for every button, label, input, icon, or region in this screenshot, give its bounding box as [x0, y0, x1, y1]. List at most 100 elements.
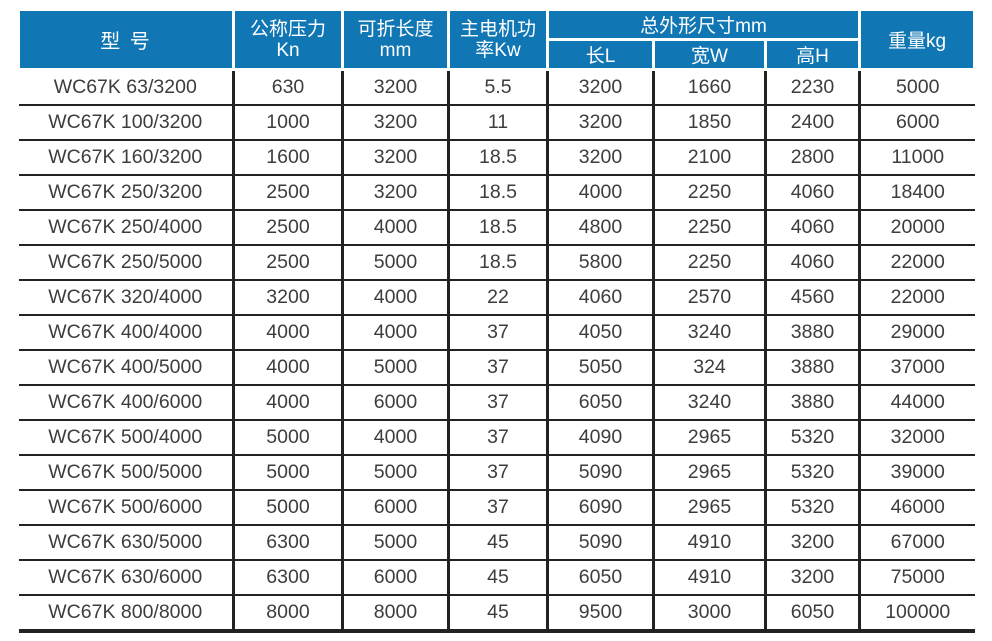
cell-motor-power-kw: 37 — [447, 384, 548, 420]
cell-dim-length: 3200 — [546, 139, 654, 175]
cell-fold-length-mm: 3200 — [341, 139, 449, 175]
cell-fold-length-mm: 6000 — [341, 384, 449, 420]
cell-dim-width: 2250 — [652, 209, 766, 245]
header-dim-height: 高H — [764, 38, 861, 71]
cell-dim-height: 2800 — [764, 139, 860, 175]
table-row: WC67K 250/4000 2500 4000 18.5 4800 2250 … — [18, 209, 975, 245]
cell-dim-width: 324 — [652, 349, 766, 385]
cell-dim-length: 6090 — [546, 489, 654, 525]
cell-motor-power-kw: 18.5 — [447, 244, 548, 280]
cell-weight-kg: 100000 — [858, 594, 975, 633]
cell-dim-width: 3240 — [652, 384, 766, 420]
cell-weight-kg: 37000 — [858, 349, 975, 385]
header-pressure-line1: 公称压力 — [249, 18, 326, 40]
cell-dim-height: 5320 — [764, 489, 860, 525]
cell-pressure-kn: 6300 — [232, 524, 343, 560]
cell-model: WC67K 630/5000 — [18, 524, 234, 560]
cell-dim-height: 4060 — [764, 244, 860, 280]
cell-dim-width: 1660 — [652, 69, 766, 105]
table-row: WC67K 400/5000 4000 5000 37 5050 324 388… — [18, 349, 975, 385]
cell-pressure-kn: 6300 — [232, 559, 343, 595]
cell-model: WC67K 100/3200 — [18, 104, 234, 140]
cell-pressure-kn: 5000 — [232, 454, 343, 490]
header-dimensions-group: 总外形尺寸mm — [546, 8, 861, 41]
cell-dim-width: 2250 — [652, 244, 766, 280]
table-row: WC67K 630/5000 6300 5000 45 5090 4910 32… — [18, 524, 975, 560]
cell-motor-power-kw: 37 — [447, 314, 548, 350]
header-dim-length: 长L — [546, 38, 655, 71]
cell-fold-length-mm: 6000 — [341, 559, 449, 595]
cell-fold-length-mm: 5000 — [341, 349, 449, 385]
cell-fold-length-mm: 4000 — [341, 314, 449, 350]
cell-dim-length: 4060 — [546, 279, 654, 315]
cell-motor-power-kw: 45 — [447, 559, 548, 595]
header-pressure-line2: Kn — [276, 39, 300, 61]
cell-motor-power-kw: 37 — [447, 349, 548, 385]
cell-motor-power-kw: 37 — [447, 489, 548, 525]
cell-motor-power-kw: 18.5 — [447, 174, 548, 210]
cell-motor-power-kw: 11 — [447, 104, 548, 140]
cell-model: WC67K 63/3200 — [18, 69, 234, 105]
table-body: WC67K 63/3200 630 3200 5.5 3200 1660 223… — [18, 69, 975, 633]
cell-dim-height: 3200 — [764, 559, 860, 595]
cell-dim-height: 3200 — [764, 524, 860, 560]
table-row: WC67K 500/6000 5000 6000 37 6090 2965 53… — [18, 489, 975, 525]
cell-weight-kg: 18400 — [858, 174, 975, 210]
cell-pressure-kn: 630 — [232, 69, 343, 105]
cell-fold-length-mm: 5000 — [341, 244, 449, 280]
table-row: WC67K 320/4000 3200 4000 22 4060 2570 45… — [18, 279, 975, 315]
cell-model: WC67K 630/6000 — [18, 559, 234, 595]
cell-fold-length-mm: 4000 — [341, 419, 449, 455]
cell-model: WC67K 400/5000 — [18, 349, 234, 385]
header-fold-length-line1: 可折长度 — [357, 18, 434, 40]
cell-fold-length-mm: 3200 — [341, 69, 449, 105]
cell-dim-height: 5320 — [764, 454, 860, 490]
cell-motor-power-kw: 18.5 — [447, 209, 548, 245]
cell-model: WC67K 800/8000 — [18, 594, 234, 633]
header-pressure: 公称压力 Kn — [232, 8, 344, 71]
cell-dim-width: 2570 — [652, 279, 766, 315]
cell-dim-length: 4050 — [546, 314, 654, 350]
cell-dim-length: 5800 — [546, 244, 654, 280]
table-row: WC67K 800/8000 8000 8000 45 9500 3000 60… — [18, 594, 975, 633]
cell-model: WC67K 160/3200 — [18, 139, 234, 175]
cell-weight-kg: 22000 — [858, 244, 975, 280]
cell-dim-length: 6050 — [546, 384, 654, 420]
cell-dim-height: 4060 — [764, 174, 860, 210]
header-motor-power-line1: 主电机功 — [459, 18, 536, 40]
cell-weight-kg: 22000 — [858, 279, 975, 315]
cell-pressure-kn: 2500 — [232, 209, 343, 245]
cell-motor-power-kw: 18.5 — [447, 139, 548, 175]
table-row: WC67K 400/6000 4000 6000 37 6050 3240 38… — [18, 384, 975, 420]
header-weight: 重量kg — [858, 8, 976, 71]
cell-dim-height: 5320 — [764, 419, 860, 455]
spec-table: 型 号 公称压力 Kn 可折长度 mm 主电机功 率Kw 总外形尺寸mm 重量k… — [17, 8, 976, 633]
cell-model: WC67K 250/4000 — [18, 209, 234, 245]
cell-pressure-kn: 4000 — [232, 349, 343, 385]
cell-fold-length-mm: 8000 — [341, 594, 449, 633]
cell-dim-length: 4090 — [546, 419, 654, 455]
table-row: WC67K 100/3200 1000 3200 11 3200 1850 24… — [18, 104, 975, 140]
cell-dim-length: 5090 — [546, 454, 654, 490]
cell-model: WC67K 500/4000 — [18, 419, 234, 455]
cell-motor-power-kw: 45 — [447, 594, 548, 633]
table-row: WC67K 160/3200 1600 3200 18.5 3200 2100 … — [18, 139, 975, 175]
cell-model: WC67K 250/3200 — [18, 174, 234, 210]
cell-motor-power-kw: 5.5 — [447, 69, 548, 105]
cell-fold-length-mm: 4000 — [341, 279, 449, 315]
cell-dim-height: 4560 — [764, 279, 860, 315]
cell-dim-length: 5050 — [546, 349, 654, 385]
cell-dim-length: 9500 — [546, 594, 654, 633]
cell-model: WC67K 500/6000 — [18, 489, 234, 525]
cell-fold-length-mm: 4000 — [341, 209, 449, 245]
header-fold-length-line2: mm — [379, 39, 412, 61]
cell-pressure-kn: 3200 — [232, 279, 343, 315]
cell-dim-height: 4060 — [764, 209, 860, 245]
cell-model: WC67K 400/6000 — [18, 384, 234, 420]
cell-dim-height: 3880 — [764, 384, 860, 420]
cell-weight-kg: 6000 — [858, 104, 975, 140]
cell-pressure-kn: 4000 — [232, 384, 343, 420]
cell-weight-kg: 75000 — [858, 559, 975, 595]
cell-pressure-kn: 1000 — [232, 104, 343, 140]
cell-dim-height: 2400 — [764, 104, 860, 140]
